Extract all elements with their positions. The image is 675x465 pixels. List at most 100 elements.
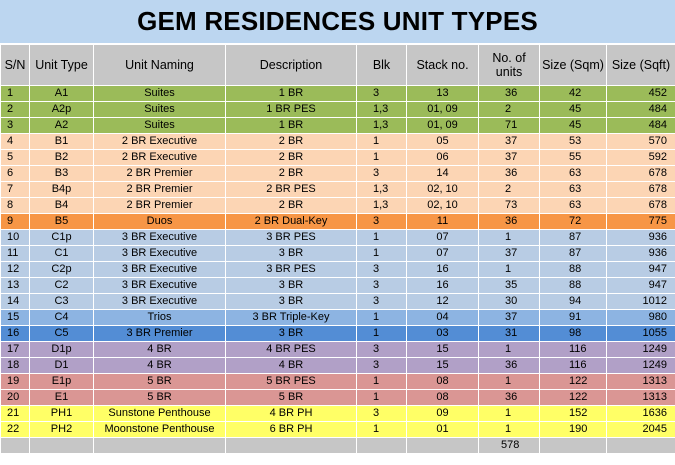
cell-blk: 3 (356, 357, 407, 374)
cell-unit-naming: Trios (93, 309, 226, 326)
header-sn: S/N (0, 44, 30, 86)
cell-size-sqft: 1313 (606, 389, 675, 406)
cell-sn: 6 (0, 165, 30, 182)
table-row: 5 B2 2 BR Executive 2 BR 1 06 37 55 592 (0, 149, 675, 166)
cell-unit-naming: 2 BR Premier (93, 197, 226, 214)
cell-size-sqft: 484 (606, 117, 675, 134)
cell-stack-no: 01, 09 (406, 101, 479, 118)
cell-unit-type: B2 (29, 149, 94, 166)
cell-size-sqm: 152 (539, 405, 607, 422)
cell-unit-type: B1 (29, 133, 94, 150)
table-row: 8 B4 2 BR Premier 2 BR 1,3 02, 10 73 63 678 (0, 197, 675, 214)
cell-sn: 22 (0, 421, 30, 438)
cell-unit-naming: Moonstone Penthouse (93, 421, 226, 438)
cell-size-sqft: 1313 (606, 373, 675, 390)
cell-no-of-units: 36 (478, 389, 540, 406)
cell-no-of-units: 73 (478, 197, 540, 214)
cell-stack-no: 13 (406, 85, 479, 102)
unit-types-table: S/N Unit Type Unit Naming Description Bl… (0, 44, 675, 454)
cell-description: 1 BR (225, 85, 357, 102)
cell-sn: 5 (0, 149, 30, 166)
table-row: 9 B5 Duos 2 BR Dual-Key 3 11 36 72 775 (0, 213, 675, 230)
cell-size-sqft: 678 (606, 165, 675, 182)
cell-stack-no: 08 (406, 373, 479, 390)
cell-description: 1 BR (225, 117, 357, 134)
table-row: 2 A2p Suites 1 BR PES 1,3 01, 09 2 45 484 (0, 101, 675, 118)
table-row: 7 B4p 2 BR Premier 2 BR PES 1,3 02, 10 2 63 678 (0, 181, 675, 198)
cell-size-sqm: 45 (539, 101, 607, 118)
cell-size-sqm: 45 (539, 117, 607, 134)
cell-blk: 1 (356, 389, 407, 406)
cell-unit-naming: 5 BR (93, 389, 226, 406)
cell-unit-type: B5 (29, 213, 94, 230)
cell-size-sqft: 1249 (606, 341, 675, 358)
total-cell-empty (29, 437, 94, 454)
table-row: 17 D1p 4 BR 4 BR PES 3 15 1 116 1249 (0, 341, 675, 358)
cell-size-sqm: 98 (539, 325, 607, 342)
cell-sn: 17 (0, 341, 30, 358)
cell-blk: 1 (356, 325, 407, 342)
header-size-sqm: Size (Sqm) (539, 44, 607, 86)
cell-description: 3 BR (225, 245, 357, 262)
cell-blk: 1,3 (356, 181, 407, 198)
cell-stack-no: 12 (406, 293, 479, 310)
header-size-sqft: Size (Sqft) (606, 44, 675, 86)
total-cell-empty (406, 437, 479, 454)
cell-size-sqft: 980 (606, 309, 675, 326)
cell-description: 2 BR PES (225, 181, 357, 198)
cell-unit-naming: 2 BR Premier (93, 181, 226, 198)
cell-description: 1 BR PES (225, 101, 357, 118)
table-row: 21 PH1 Sunstone Penthouse 4 BR PH 3 09 1 152 163… (0, 405, 675, 422)
table-row: 14 C3 3 BR Executive 3 BR 3 12 30 94 1012 (0, 293, 675, 310)
cell-unit-type: D1 (29, 357, 94, 374)
cell-no-of-units: 1 (478, 341, 540, 358)
table-row: 22 PH2 Moonstone Penthouse 6 BR PH 1 01 1 190 20… (0, 421, 675, 438)
cell-unit-type: D1p (29, 341, 94, 358)
cell-unit-type: C5 (29, 325, 94, 342)
cell-size-sqm: 87 (539, 229, 607, 246)
cell-unit-naming: 4 BR (93, 341, 226, 358)
cell-size-sqm: 72 (539, 213, 607, 230)
cell-blk: 1 (356, 149, 407, 166)
cell-blk: 3 (356, 277, 407, 294)
cell-unit-naming: 2 BR Premier (93, 165, 226, 182)
cell-sn: 7 (0, 181, 30, 198)
cell-size-sqft: 1249 (606, 357, 675, 374)
cell-unit-type: C2 (29, 277, 94, 294)
cell-sn: 16 (0, 325, 30, 342)
table-row: 16 C5 3 BR Premier 3 BR 1 03 31 98 1055 (0, 325, 675, 342)
cell-size-sqft: 1012 (606, 293, 675, 310)
cell-description: 3 BR PES (225, 261, 357, 278)
cell-stack-no: 14 (406, 165, 479, 182)
cell-size-sqm: 116 (539, 357, 607, 374)
header-stack-no: Stack no. (406, 44, 479, 86)
table-row: 6 B3 2 BR Premier 2 BR 3 14 36 63 678 (0, 165, 675, 182)
header-no-of-units: No. of units (478, 44, 540, 86)
cell-blk: 1 (356, 245, 407, 262)
cell-no-of-units: 2 (478, 101, 540, 118)
cell-unit-type: B3 (29, 165, 94, 182)
cell-size-sqm: 122 (539, 373, 607, 390)
header-unit-type: Unit Type (29, 44, 94, 86)
cell-sn: 8 (0, 197, 30, 214)
cell-sn: 3 (0, 117, 30, 134)
cell-no-of-units: 37 (478, 149, 540, 166)
cell-no-of-units: 37 (478, 133, 540, 150)
total-cell-empty (0, 437, 30, 454)
cell-blk: 1 (356, 133, 407, 150)
cell-stack-no: 08 (406, 389, 479, 406)
cell-size-sqm: 190 (539, 421, 607, 438)
cell-no-of-units: 36 (478, 85, 540, 102)
cell-size-sqm: 88 (539, 277, 607, 294)
cell-description: 2 BR Dual-Key (225, 213, 357, 230)
cell-description: 6 BR PH (225, 421, 357, 438)
cell-no-of-units: 1 (478, 421, 540, 438)
cell-unit-type: A2p (29, 101, 94, 118)
cell-unit-naming: 3 BR Executive (93, 293, 226, 310)
cell-no-of-units: 71 (478, 117, 540, 134)
cell-sn: 11 (0, 245, 30, 262)
cell-description: 3 BR (225, 277, 357, 294)
total-units: 578 (478, 437, 540, 454)
cell-size-sqm: 94 (539, 293, 607, 310)
cell-unit-type: B4p (29, 181, 94, 198)
